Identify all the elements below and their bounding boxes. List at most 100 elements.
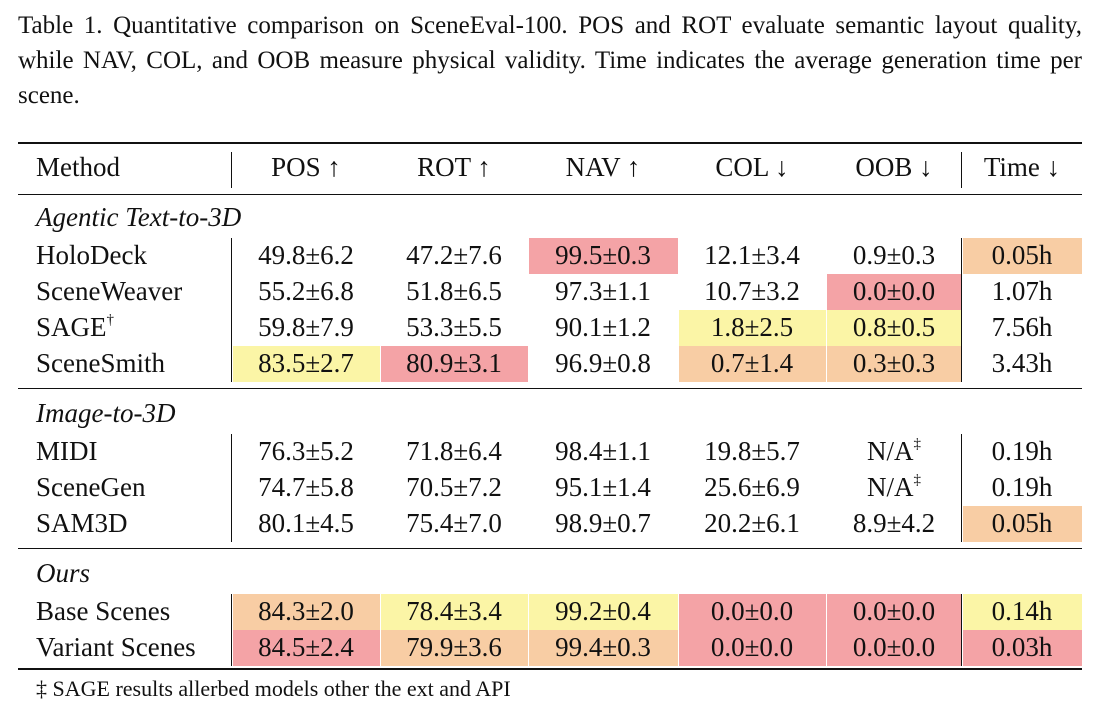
metric-value: 0.0±0.0 bbox=[710, 632, 794, 662]
metric-value: 0.05h bbox=[991, 508, 1053, 538]
method-label: MIDI bbox=[36, 436, 98, 466]
value-footnote-mark: ‡ bbox=[913, 436, 922, 452]
section-rule bbox=[18, 548, 1082, 549]
section-rule bbox=[18, 388, 1082, 389]
cell-highlight-orange bbox=[679, 346, 826, 382]
method-label: SceneWeaver bbox=[36, 276, 183, 306]
cell-highlight-orange bbox=[233, 594, 380, 630]
metric-value: 20.2±6.1 bbox=[704, 508, 800, 538]
cell-highlight-yellow bbox=[827, 310, 962, 346]
metric-value: 0.8±0.5 bbox=[852, 312, 936, 342]
metric-cell: 0.05h bbox=[962, 240, 1082, 270]
method-label: Variant Scenes bbox=[36, 632, 196, 662]
section-title: Agentic Text-to-3D bbox=[36, 202, 242, 232]
metric-value: 1.8±2.5 bbox=[710, 312, 794, 342]
metric-cell: 84.5±2.4 bbox=[232, 632, 380, 662]
cell-highlight-red bbox=[679, 594, 826, 630]
metric-value: 98.4±1.1 bbox=[555, 436, 651, 466]
metric-cell: 99.4±0.3 bbox=[528, 632, 678, 662]
metric-value: 59.8±7.9 bbox=[258, 312, 354, 342]
metric-cell: 75.4±7.0 bbox=[380, 508, 528, 538]
metric-cell: 0.19h bbox=[962, 472, 1082, 502]
header-divider-left bbox=[231, 152, 232, 188]
metric-value: 0.19h bbox=[991, 436, 1053, 466]
metric-cell: 47.2±7.6 bbox=[380, 240, 528, 270]
metric-value: 80.1±4.5 bbox=[258, 508, 354, 538]
metric-cell: 0.05h bbox=[962, 508, 1082, 538]
header-pos: POS ↑ bbox=[271, 152, 341, 182]
header-rule bbox=[18, 194, 1082, 195]
metric-cell: 20.2±6.1 bbox=[678, 508, 826, 538]
header-col: COL ↓ bbox=[715, 152, 789, 182]
row-divider-right bbox=[961, 238, 962, 382]
cell-highlight-orange bbox=[963, 506, 1082, 542]
metric-value: 10.7±3.2 bbox=[704, 276, 800, 306]
cell-highlight-orange bbox=[827, 346, 962, 382]
metric-cell: 76.3±5.2 bbox=[232, 436, 380, 466]
metric-value: 74.7±5.8 bbox=[258, 472, 354, 502]
metric-value: 0.0±0.0 bbox=[852, 632, 936, 662]
metric-value: 7.56h bbox=[991, 312, 1053, 342]
cell-highlight-yellow bbox=[529, 594, 678, 630]
cell-highlight-red bbox=[381, 346, 528, 382]
metric-value: 76.3±5.2 bbox=[258, 436, 354, 466]
metric-value: 71.8±6.4 bbox=[406, 436, 502, 466]
metric-value: 99.4±0.3 bbox=[555, 632, 651, 662]
metric-cell: 0.03h bbox=[962, 632, 1082, 662]
metric-cell: 0.0±0.0 bbox=[678, 596, 826, 626]
metric-value: 0.9±0.3 bbox=[852, 240, 936, 270]
cell-highlight-red bbox=[233, 630, 380, 666]
metric-cell: N/A‡ bbox=[826, 436, 962, 466]
metric-cell: 55.2±6.8 bbox=[232, 276, 380, 306]
metric-cell: 53.3±5.5 bbox=[380, 312, 528, 342]
metric-value: 47.2±7.6 bbox=[406, 240, 502, 270]
metric-cell: 70.5±7.2 bbox=[380, 472, 528, 502]
metric-cell: 90.1±1.2 bbox=[528, 312, 678, 342]
metric-cell: 79.9±3.6 bbox=[380, 632, 528, 662]
metric-value: 49.8±6.2 bbox=[258, 240, 354, 270]
metric-cell: 83.5±2.7 bbox=[232, 348, 380, 378]
section-title: Image-to-3D bbox=[36, 398, 176, 428]
metric-cell: 71.8±6.4 bbox=[380, 436, 528, 466]
metric-cell: 74.7±5.8 bbox=[232, 472, 380, 502]
metric-value: N/A bbox=[867, 436, 914, 466]
metric-cell: 0.0±0.0 bbox=[826, 632, 962, 662]
metric-cell: 0.14h bbox=[962, 596, 1082, 626]
metric-cell: 59.8±7.9 bbox=[232, 312, 380, 342]
metric-value: 8.9±4.2 bbox=[852, 508, 936, 538]
method-label: HoloDeck bbox=[36, 240, 147, 270]
cell-highlight-yellow bbox=[233, 346, 380, 382]
metric-cell: 95.1±1.4 bbox=[528, 472, 678, 502]
method-label: SceneGen bbox=[36, 472, 146, 502]
metric-value: 95.1±1.4 bbox=[555, 472, 651, 502]
metric-cell: 51.8±6.5 bbox=[380, 276, 528, 306]
metric-value: 80.9±3.1 bbox=[406, 348, 502, 378]
metric-cell: 25.6±6.9 bbox=[678, 472, 826, 502]
metric-cell: 0.19h bbox=[962, 436, 1082, 466]
method-label: SceneSmith bbox=[36, 348, 165, 378]
metric-cell: 98.4±1.1 bbox=[528, 436, 678, 466]
metric-value: 51.8±6.5 bbox=[406, 276, 502, 306]
metric-cell: 3.43h bbox=[962, 348, 1082, 378]
metric-cell: 7.56h bbox=[962, 312, 1082, 342]
metric-value: 55.2±6.8 bbox=[258, 276, 354, 306]
method-name: MIDI bbox=[36, 436, 98, 466]
metric-cell: 97.3±1.1 bbox=[528, 276, 678, 306]
metric-value: 12.1±3.4 bbox=[704, 240, 800, 270]
metric-cell: 96.9±0.8 bbox=[528, 348, 678, 378]
metric-value: 79.9±3.6 bbox=[406, 632, 502, 662]
metric-cell: 0.0±0.0 bbox=[826, 276, 962, 306]
metric-value: 1.07h bbox=[991, 276, 1053, 306]
metric-value: 83.5±2.7 bbox=[258, 348, 354, 378]
metric-value: 0.7±1.4 bbox=[710, 348, 794, 378]
metric-value: 19.8±5.7 bbox=[704, 436, 800, 466]
metric-value: 96.9±0.8 bbox=[555, 348, 651, 378]
metric-value: 53.3±5.5 bbox=[406, 312, 502, 342]
cell-highlight-orange bbox=[529, 630, 678, 666]
cell-highlight-yellow bbox=[381, 594, 528, 630]
method-name: Base Scenes bbox=[36, 596, 170, 626]
table-caption: Table 1. Quantitative comparison on Scen… bbox=[18, 12, 1082, 109]
metric-value: 90.1±1.2 bbox=[555, 312, 651, 342]
metric-cell: 84.3±2.0 bbox=[232, 596, 380, 626]
cell-highlight-orange bbox=[963, 238, 1082, 274]
